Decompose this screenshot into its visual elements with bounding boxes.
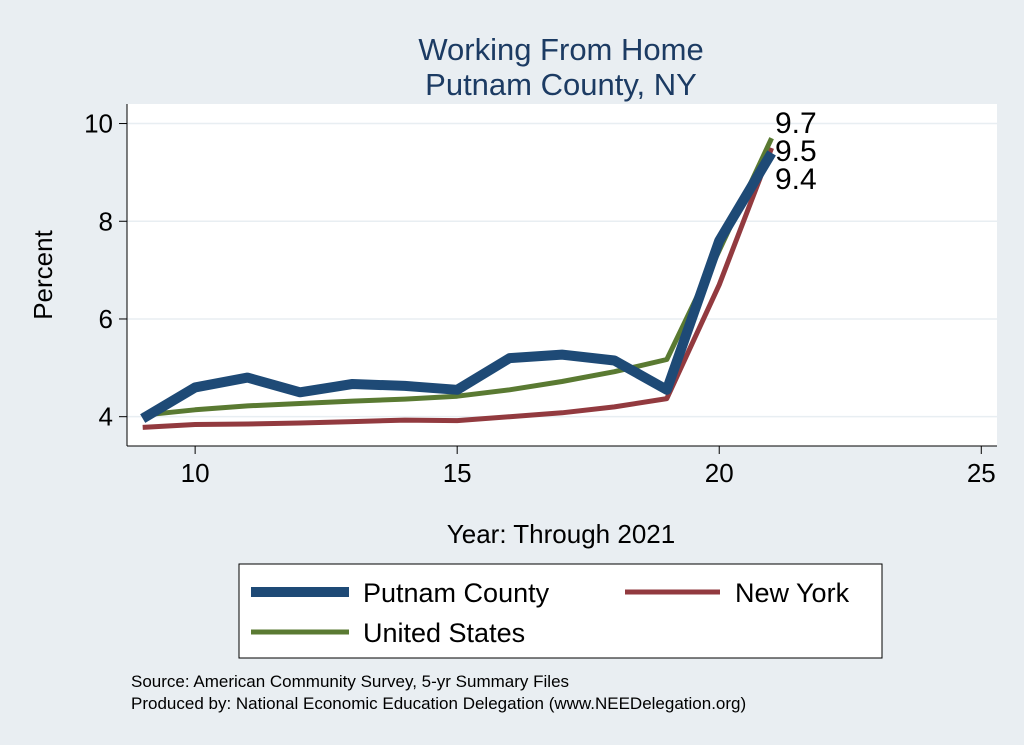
source-line-2: Produced by: National Economic Education… xyxy=(131,694,746,713)
end-value-label: 9.7 xyxy=(775,107,817,140)
end-value-labels: 9.79.59.4 xyxy=(775,107,817,196)
source-note: Source: American Community Survey, 5-yr … xyxy=(131,672,746,713)
chart-title-line-1: Working From Home xyxy=(418,32,703,67)
gridlines xyxy=(127,122,997,418)
y-tick-label: 6 xyxy=(99,304,113,334)
legend-box xyxy=(238,563,883,659)
legend: Putnam County New York United States xyxy=(238,563,883,659)
chart-title: Working From Home Putnam County, NY xyxy=(418,32,703,102)
y-axis-ticks: 4 6 8 10 xyxy=(84,109,127,432)
legend-label-putnam-county: Putnam County xyxy=(363,578,550,608)
y-tick-label: 4 xyxy=(99,402,113,432)
series-line-united-states xyxy=(142,137,774,418)
legend-label-united-states: United States xyxy=(363,618,525,648)
x-tick-label: 15 xyxy=(443,458,472,488)
x-axis-ticks: 10 15 20 25 xyxy=(181,446,996,488)
source-line-1: Source: American Community Survey, 5-yr … xyxy=(131,672,569,691)
x-axis-title: Year: Through 2021 xyxy=(447,519,675,549)
end-value-label: 9.4 xyxy=(775,163,817,196)
series-line-putnam-county xyxy=(140,150,776,423)
legend-label-new-york: New York xyxy=(735,578,850,608)
series-lines xyxy=(140,137,776,430)
y-tick-label: 8 xyxy=(99,206,113,236)
y-axis-title: Percent xyxy=(28,229,58,319)
x-tick-label: 20 xyxy=(705,458,734,488)
chart-title-line-2: Putnam County, NY xyxy=(425,67,697,102)
x-tick-label: 25 xyxy=(967,458,996,488)
plot-area xyxy=(127,104,997,446)
x-tick-label: 10 xyxy=(181,458,210,488)
y-tick-label: 10 xyxy=(84,109,113,139)
end-value-label: 9.5 xyxy=(775,135,817,168)
series-line-new-york xyxy=(142,147,774,430)
